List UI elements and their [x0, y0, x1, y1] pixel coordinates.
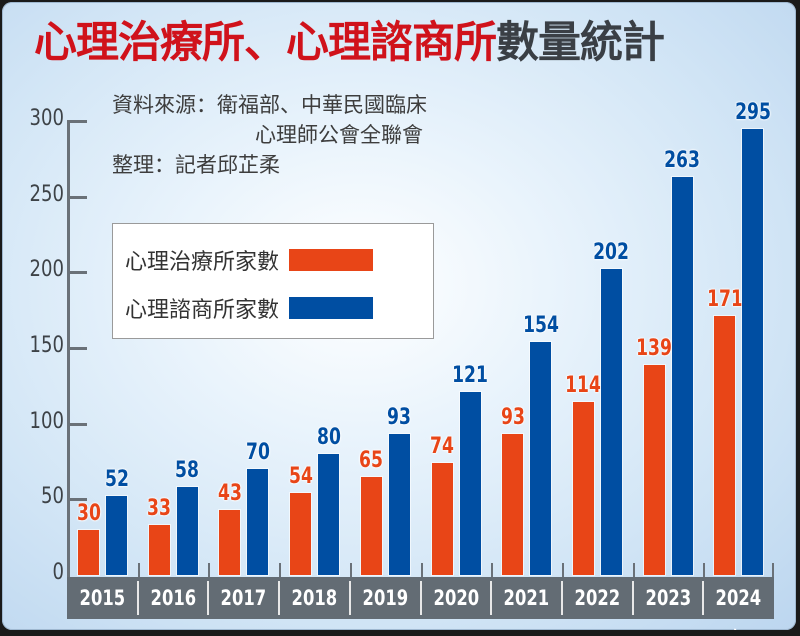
x-separator [419, 581, 422, 615]
bar-therapy-2016 [148, 525, 170, 575]
y-tick-label: 150 [29, 333, 65, 358]
y-tick-label: 200 [29, 257, 65, 283]
x-separator [490, 581, 493, 615]
y-tick [67, 195, 87, 199]
bar-counseling-2022 [600, 269, 622, 575]
data-label: 93 [387, 405, 412, 431]
data-label: 202 [593, 240, 630, 266]
y-tick [67, 347, 87, 350]
source-line-2: 心理師公會全聯會 [255, 123, 423, 147]
x-tick [349, 563, 352, 577]
data-label: 80 [316, 424, 341, 450]
y-tick-label: 250 [29, 181, 65, 207]
x-tick [279, 563, 282, 577]
bar-therapy-2021 [502, 434, 524, 575]
data-label: 114 [565, 373, 602, 399]
bar-therapy-2023 [643, 364, 665, 575]
data-label: 74 [430, 434, 454, 459]
legend-swatch-therapy [289, 249, 374, 271]
bar-counseling-2024 [742, 128, 764, 575]
x-separator [560, 581, 563, 615]
data-label: 33 [147, 496, 172, 522]
x-tick-label: 2017 [220, 586, 267, 610]
bar-counseling-2021 [530, 341, 552, 575]
bar-counseling-2020 [459, 391, 481, 575]
legend: 心理治療所家數 心理諮商所家數 [112, 223, 434, 339]
bar-counseling-2023 [671, 176, 693, 575]
data-label: 70 [245, 440, 270, 466]
chart-title-red: 心理治療所、心理諮商所 [34, 18, 497, 68]
bar-counseling-2015 [106, 496, 127, 575]
data-label: 295 [734, 99, 771, 125]
x-tick [561, 563, 564, 577]
x-tick-label: 2021 [503, 586, 550, 610]
bar-counseling-2016 [176, 487, 198, 575]
bar-therapy-2024 [714, 316, 736, 575]
x-separator [348, 581, 351, 615]
data-label: 139 [636, 335, 673, 361]
bar-therapy-2020 [431, 463, 453, 575]
data-label: 171 [706, 287, 743, 313]
bar-therapy-2017 [219, 509, 241, 575]
x-tick [703, 563, 706, 577]
x-tick-label: 2019 [362, 586, 408, 610]
chart-title-dark: 數量統計 [496, 18, 665, 68]
y-tick-label: 50 [41, 484, 64, 510]
x-tick [67, 563, 69, 577]
bar-counseling-2018 [318, 453, 340, 575]
y-tick [67, 120, 87, 123]
data-label: 54 [288, 464, 313, 490]
legend-item-therapy: 心理治療所家數 [125, 244, 374, 276]
y-tick [67, 498, 87, 502]
y-tick [67, 271, 87, 275]
x-tick [772, 563, 774, 577]
data-label: 65 [359, 447, 384, 473]
legend-label: 心理治療所家數 [125, 250, 280, 275]
x-separator [278, 581, 281, 615]
bar-counseling-2017 [247, 469, 269, 575]
x-tick-label: 2023 [645, 586, 691, 610]
x-separator [702, 581, 705, 615]
bar-counseling-2019 [388, 434, 410, 575]
x-tick-label: 2022 [574, 586, 621, 610]
legend-swatch-counseling [289, 297, 374, 319]
x-tick-label: 2024年 [715, 586, 762, 630]
data-label: 58 [175, 458, 200, 484]
y-tick [67, 422, 87, 426]
x-separator [207, 581, 210, 615]
y-tick-label: 100 [29, 408, 65, 434]
x-tick-label: 2016 [150, 586, 196, 610]
x-separator [136, 581, 139, 615]
x-tick-label: 2020 [433, 586, 479, 610]
x-tick [420, 563, 423, 577]
y-tick-label: 0 [52, 560, 64, 585]
data-label: 30 [76, 500, 101, 526]
data-label: 52 [104, 467, 129, 493]
x-tick [208, 563, 211, 577]
data-label: 121 [452, 362, 488, 388]
bar-therapy-2022 [572, 402, 594, 575]
bar-therapy-2015 [78, 529, 99, 575]
data-label: 154 [522, 312, 559, 338]
editor-line: 整理：記者邱芷柔 [112, 153, 280, 177]
bar-therapy-2018 [290, 493, 312, 575]
source-note: 資料來源：衛福部、中華民國臨床 心理師公會全聯會 整理：記者邱芷柔 [112, 90, 427, 180]
x-tick [137, 563, 140, 577]
y-tick-label: 300 [29, 106, 65, 131]
data-label: 263 [664, 147, 701, 173]
data-label: 43 [217, 480, 242, 506]
data-label: 93 [500, 405, 525, 431]
legend-item-counseling: 心理諮商所家數 [125, 292, 374, 324]
source-line-1: 資料來源：衛福部、中華民國臨床 [112, 93, 427, 117]
legend-label: 心理諮商所家數 [125, 298, 280, 323]
x-tick-label: 2018 [291, 586, 338, 610]
x-tick-label: 2015 [79, 586, 126, 610]
x-tick [491, 563, 494, 577]
x-separator [631, 581, 634, 615]
bar-therapy-2019 [360, 476, 382, 575]
x-tick [632, 563, 635, 577]
chart-title: 心理治療所、心理諮商所數量統計 [34, 14, 665, 72]
